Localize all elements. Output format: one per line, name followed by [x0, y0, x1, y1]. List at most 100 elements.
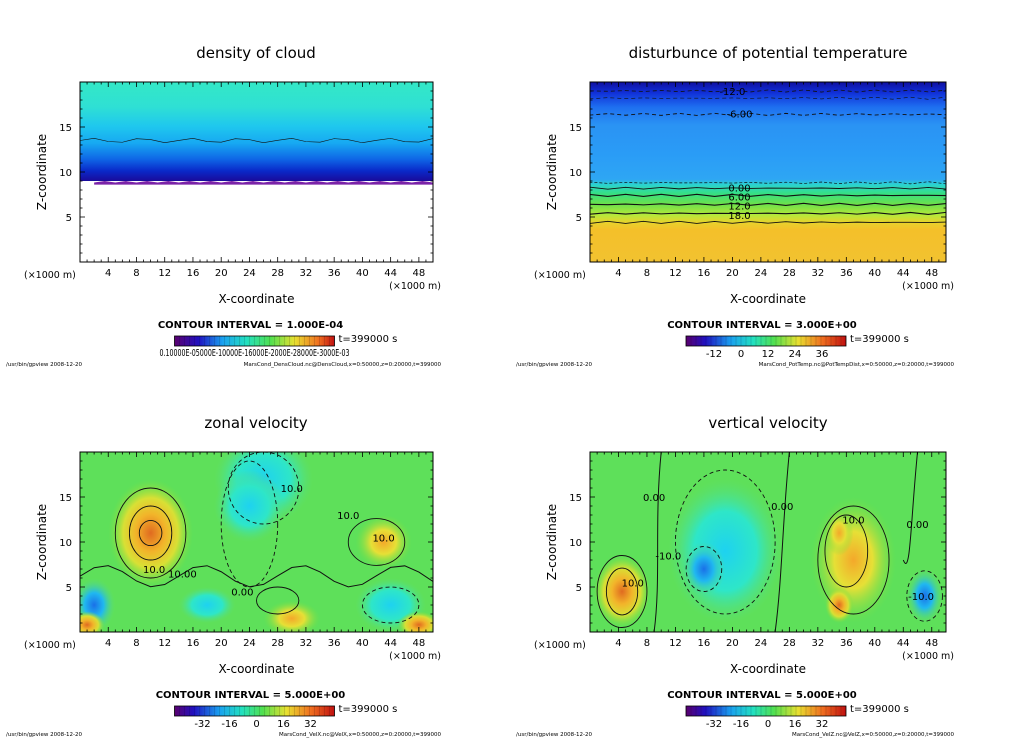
y-tick-label: 5 [576, 583, 582, 594]
field-blob [668, 479, 783, 623]
contour-line [674, 469, 776, 615]
colorbar-tick-label: 0 [765, 719, 771, 730]
x-tick-label: 8 [644, 268, 650, 279]
x-axis-label: X-coordinate [730, 292, 806, 306]
field-blob [108, 479, 193, 587]
x-tick-label: 48 [413, 638, 426, 649]
y-tick-label: 5 [66, 583, 72, 594]
field-blob [397, 611, 433, 632]
x-tick-label: 8 [133, 638, 139, 649]
field-blob [263, 600, 321, 632]
footer-left: /usr/bin/gpview 2008-12-20 [6, 362, 83, 368]
chart-title: disturbunce of potential temperature [629, 44, 908, 62]
x-tick-label: 28 [271, 268, 284, 279]
x-tick-label: 32 [811, 638, 824, 649]
x-tick-label: 8 [644, 638, 650, 649]
field-blob [824, 510, 854, 556]
colorbar-tick-label: -32 [706, 719, 722, 730]
contour-line [590, 186, 946, 190]
x-tick-label: 4 [615, 268, 621, 279]
contour-line [80, 565, 433, 588]
contour-line [596, 555, 648, 628]
contour-line [590, 193, 946, 198]
x-tick-label: 44 [384, 638, 397, 649]
contour-line [590, 112, 946, 116]
colorbar-tick-label: 0 [253, 719, 259, 730]
contour-line [605, 567, 639, 616]
contour-label: 10.0 [622, 579, 644, 590]
x-tick-label: 48 [925, 268, 938, 279]
contour-interval: CONTOUR INTERVAL = 5.000E+00 [156, 690, 346, 701]
x-tick-label: 36 [328, 268, 341, 279]
x-tick-label: 44 [384, 268, 397, 279]
contour-line [653, 452, 662, 632]
colorbar-tick-label: 32 [816, 719, 829, 730]
x-unit-left: (×1000 m) [24, 640, 76, 651]
contour-label: 6.00 [728, 192, 750, 203]
x-axis-label: X-coordinate [730, 662, 806, 676]
y-tick-label: 15 [59, 123, 72, 134]
footer-right: MarsCond_DensCloud.nc@DensCloud,x=0:5000… [244, 362, 442, 368]
contour-line [138, 519, 163, 547]
x-axis-label: X-coordinate [219, 662, 295, 676]
colorbar-tick-label: -16 [733, 719, 749, 730]
y-tick-label: 15 [59, 493, 72, 504]
x-tick-label: 36 [840, 268, 853, 279]
contour-label: 10.00 [168, 570, 197, 581]
x-tick-label: 44 [897, 638, 910, 649]
contour-line [361, 586, 420, 624]
field-blob [906, 569, 943, 623]
contour-field [80, 82, 433, 262]
field-blob [178, 587, 236, 623]
colorbar-tick-label: 24 [789, 349, 802, 360]
contour-label: 0.00 [231, 588, 253, 599]
contour-label: 12.0 [728, 201, 750, 212]
field-blob [682, 542, 726, 596]
contour-line [590, 202, 946, 207]
x-unit-left: (×1000 m) [24, 270, 76, 281]
colorbar-tick-label: 36 [816, 349, 829, 360]
x-tick-label: 12 [669, 268, 682, 279]
contour-interval: CONTOUR INTERVAL = 3.000E+00 [667, 320, 857, 331]
x-tick-label: 24 [243, 638, 256, 649]
contour-line [590, 96, 946, 100]
x-axis-label: X-coordinate [219, 292, 295, 306]
contour-line [817, 505, 890, 615]
contour-label: 0.00 [728, 183, 750, 194]
field-blob [80, 611, 105, 632]
footer-right: MarsCond_VelX.nc@VelX,x=0:50000,z=0:2000… [279, 732, 442, 738]
x-tick-label: 32 [300, 268, 313, 279]
x-tick-label: 28 [271, 638, 284, 649]
y-tick-label: 15 [569, 123, 582, 134]
x-tick-label: 12 [669, 638, 682, 649]
colorbar-tick-label: 16 [277, 719, 290, 730]
x-unit-left: (×1000 m) [534, 640, 586, 651]
x-tick-label: 24 [755, 638, 768, 649]
colorbar-tick-label: 12 [762, 349, 775, 360]
field-blob [593, 555, 651, 628]
contour-label: -12.0 [719, 87, 745, 98]
field-blob [214, 470, 285, 542]
x-tick-label: 16 [698, 638, 711, 649]
x-tick-label: 16 [698, 268, 711, 279]
x-tick-label: 48 [413, 268, 426, 279]
y-axis-label: Z-coordinate [35, 134, 49, 210]
x-tick-label: 8 [133, 268, 139, 279]
contour-label: -10.0 [655, 552, 681, 563]
pt-field [590, 82, 946, 262]
time-label: t=399000 s [850, 334, 909, 345]
colorbar [174, 335, 335, 347]
colorbar-tick-label: 32 [304, 719, 317, 730]
colorbar-tick-label: -32 [194, 719, 210, 730]
chart-title: vertical velocity [708, 414, 827, 432]
x-tick-label: 20 [726, 638, 739, 649]
colorbar-tick-label: 0 [738, 349, 744, 360]
x-unit-right: (×1000 m) [389, 651, 441, 662]
x-tick-label: 44 [897, 268, 910, 279]
contour-line [80, 137, 433, 144]
